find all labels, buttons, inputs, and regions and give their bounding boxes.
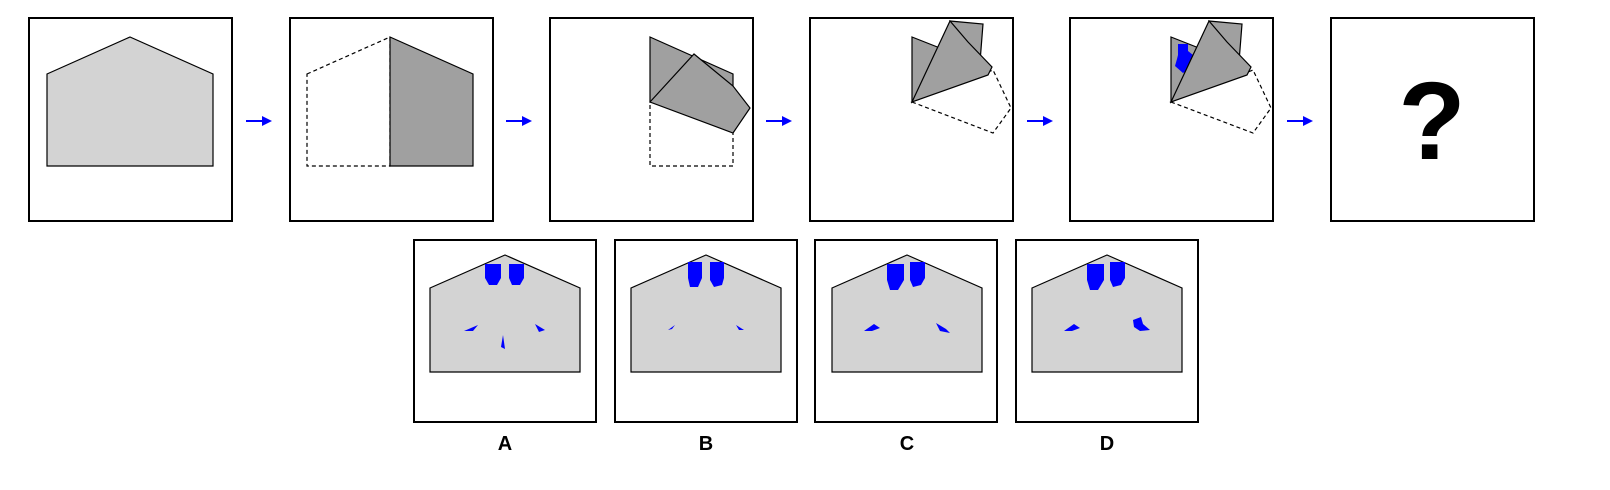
hole [887,264,904,290]
hole [710,262,724,287]
hole [1110,262,1125,287]
hole [936,323,950,333]
hole [1133,317,1150,331]
hole [485,264,501,285]
arrow-1 [246,116,272,126]
arrow-3 [766,116,792,126]
option-label-d[interactable]: D [1100,433,1114,455]
hole [1064,324,1080,331]
step-2-panel [289,17,494,222]
question-mark: ? [1398,60,1465,183]
folded-layer-front [648,53,751,134]
hole [668,325,675,330]
hole [864,324,880,331]
option-b[interactable] [614,239,798,423]
step-3-panel [549,17,754,222]
fold-outline [910,69,1012,134]
arrow-5 [1287,116,1313,126]
unfolded-paper [630,254,782,373]
folded-layer-front [1169,19,1252,104]
hole [910,262,925,287]
folded-half [389,36,474,167]
paper-sheet [46,36,214,167]
arrow-4 [1027,116,1053,126]
hole [535,324,545,332]
hole [688,262,702,287]
option-c[interactable] [814,239,998,423]
hole [501,335,505,349]
step-1-panel [28,17,233,222]
arrow-2 [506,116,532,126]
question-panel: ? [1330,17,1535,222]
unfolded-paper [429,254,581,373]
fold-outline [649,101,734,167]
unfolded-paper [1031,254,1183,373]
option-label-b[interactable]: B [699,433,713,455]
unfolded-paper [831,254,983,373]
folded-layer-front [910,19,993,104]
step-5-panel [1069,17,1274,222]
option-label-a[interactable]: A [498,433,512,455]
option-label-c[interactable]: C [900,433,914,455]
step-4-panel [809,17,1014,222]
hole [1087,264,1104,290]
hole [736,325,744,330]
option-d[interactable] [1015,239,1199,423]
hole [464,325,478,331]
hole [509,264,524,285]
option-a[interactable] [413,239,597,423]
